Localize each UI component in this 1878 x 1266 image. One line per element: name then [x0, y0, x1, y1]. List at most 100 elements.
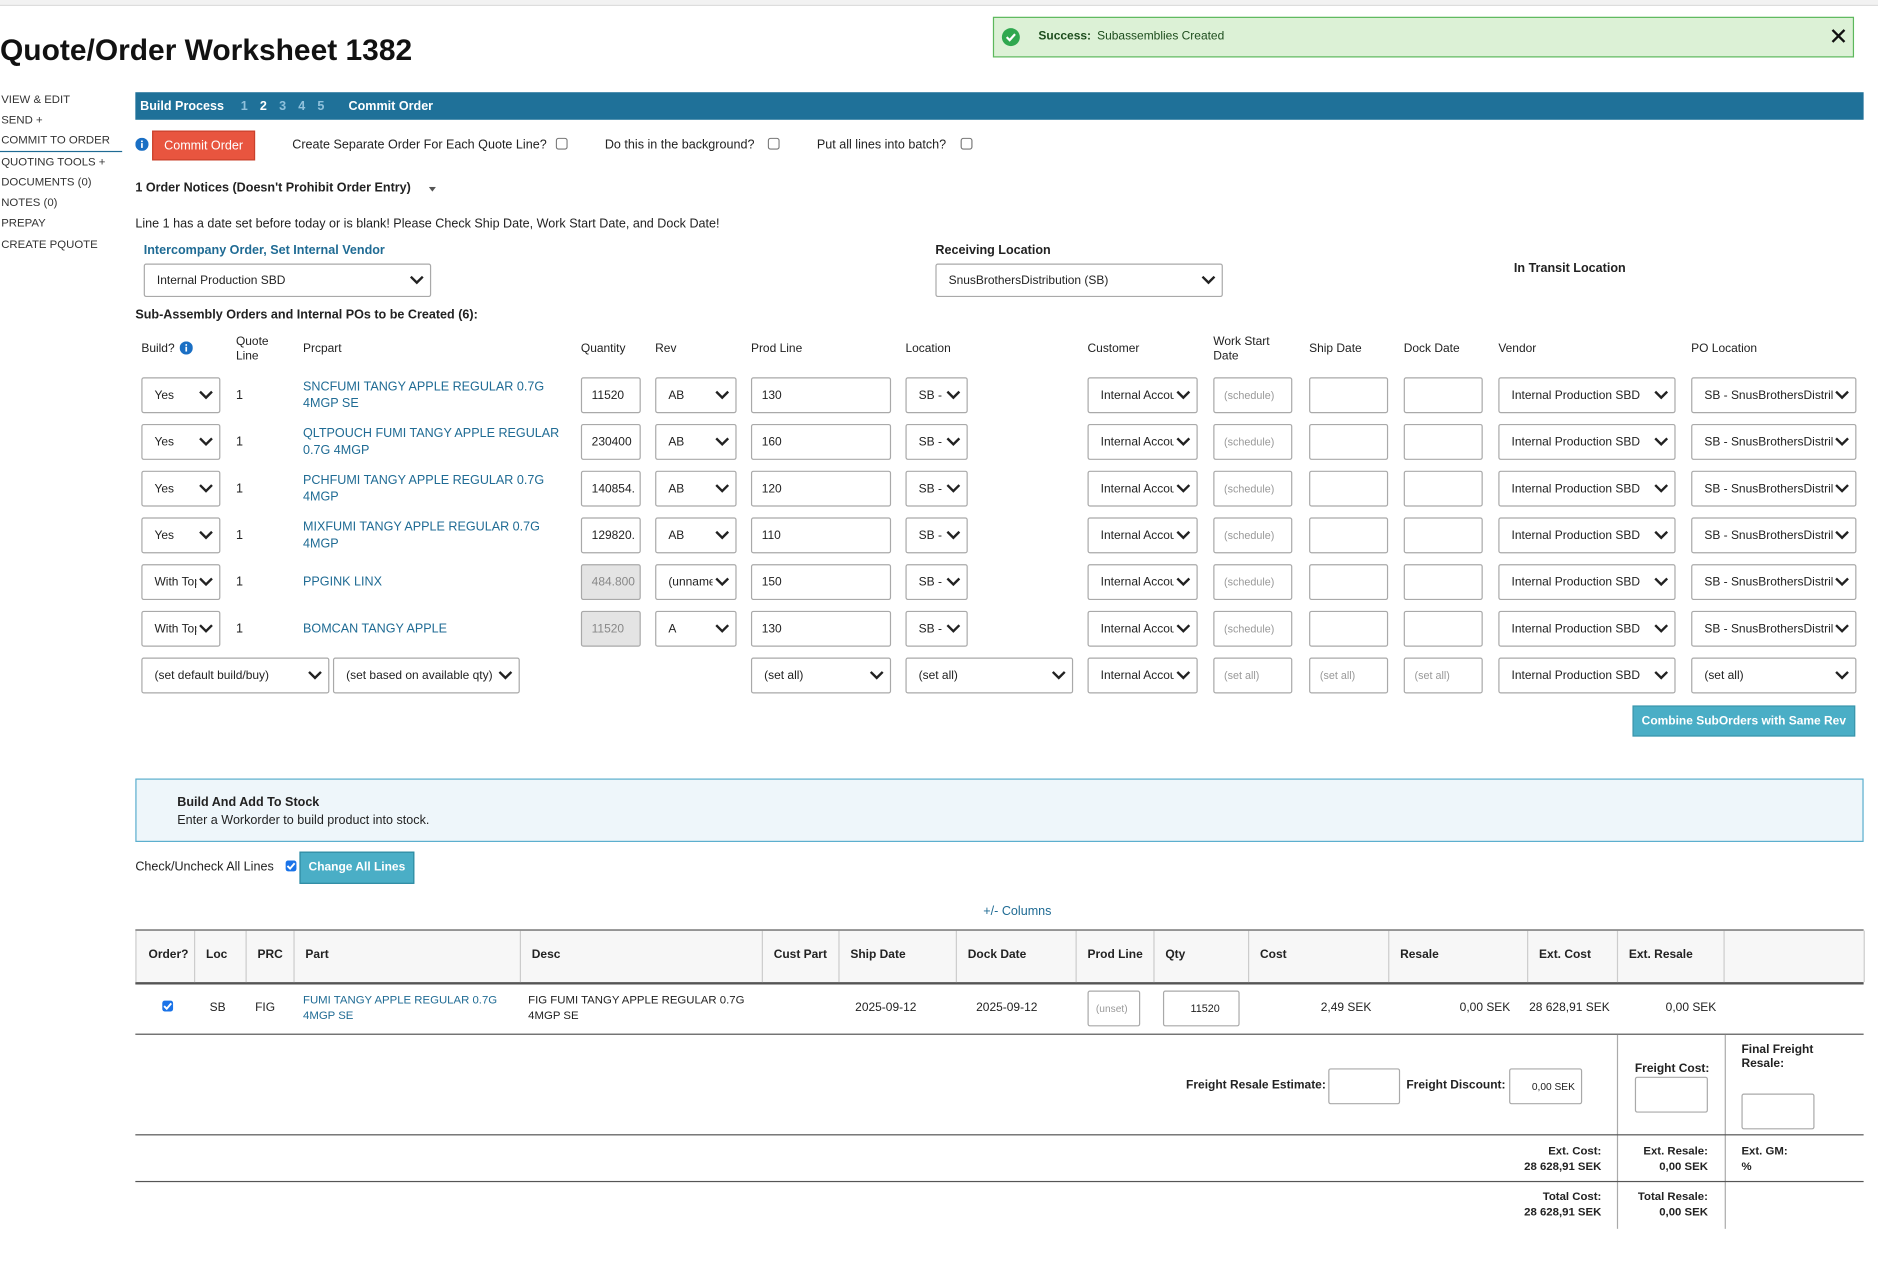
sidebar-link[interactable]: DOCUMENTS (0) [1, 175, 91, 192]
prcpart-link[interactable]: BOMCAN TANGY APPLE [303, 611, 572, 647]
cell-select[interactable]: SB - : [905, 424, 967, 460]
checkbox[interactable] [162, 1000, 174, 1012]
set-all-input[interactable]: (set all) [1213, 658, 1292, 694]
cell-select[interactable]: Internal Accou [1088, 424, 1198, 460]
dock-date-input[interactable] [1404, 424, 1483, 460]
work-start-input[interactable]: (schedule) [1213, 471, 1292, 507]
cell-select[interactable]: Internal Production SBD [1498, 471, 1675, 507]
dock-date-input[interactable] [1404, 611, 1483, 647]
cell-select[interactable]: Internal Production SBD [1498, 377, 1675, 413]
dock-date-input[interactable] [1404, 517, 1483, 553]
cell-input[interactable]: 130 [751, 611, 891, 647]
cell-select[interactable]: SB - SnusBrothersDistrib [1691, 471, 1856, 507]
cell-input[interactable]: 160 [751, 424, 891, 460]
cell-select[interactable]: Yes [141, 517, 220, 553]
work-start-input[interactable]: (schedule) [1213, 564, 1292, 600]
set-all-select[interactable]: (set default build/buy) [141, 658, 329, 694]
change-all-button[interactable]: Change All Lines [299, 852, 414, 884]
ship-date-input[interactable] [1309, 611, 1388, 647]
cell-select[interactable]: With Top [141, 564, 220, 600]
dock-date-input[interactable] [1404, 471, 1483, 507]
cell-select[interactable]: SB - SnusBrothersDistrib [1691, 377, 1856, 413]
sidebar-link[interactable]: VIEW & EDIT [1, 92, 70, 109]
final-freight-input[interactable] [1741, 1094, 1814, 1130]
intercompany-label[interactable]: Intercompany Order, Set Internal Vendor [144, 242, 385, 259]
cell-input[interactable]: 130 [751, 377, 891, 413]
ship-date-input[interactable] [1309, 517, 1388, 553]
cell-select[interactable]: AB [655, 471, 736, 507]
cell-select[interactable]: Yes [141, 471, 220, 507]
checkbox[interactable] [556, 138, 568, 150]
work-start-input[interactable]: (schedule) [1213, 611, 1292, 647]
set-all-input[interactable]: (set all) [1404, 658, 1483, 694]
cell-select[interactable]: AB [655, 424, 736, 460]
process-step[interactable]: 1 [241, 98, 248, 115]
commit-button[interactable]: Commit Order [152, 131, 255, 161]
cell-select[interactable]: Internal Accou [1088, 377, 1198, 413]
cell-input[interactable]: 484.800 [581, 564, 641, 600]
process-step[interactable]: 3 [279, 98, 286, 115]
cell-select[interactable]: SB - : [905, 517, 967, 553]
set-all-select[interactable]: (set all) [905, 658, 1073, 694]
prcpart-link[interactable]: PCHFUMI TANGY APPLE REGULAR 0.7G 4MGP [303, 471, 572, 507]
receiving-select[interactable]: SnusBrothersDistribution (SB) [935, 263, 1222, 297]
cell-input[interactable]: 110 [751, 517, 891, 553]
part-link[interactable]: FUMI TANGY APPLE REGULAR 0.7G 4MGP SE [303, 992, 501, 1026]
prcpart-link[interactable]: SNCFUMI TANGY APPLE REGULAR 0.7G 4MGP SE [303, 377, 572, 413]
cell-select[interactable]: SB - SnusBrothersDistrib [1691, 517, 1856, 553]
cell-select[interactable]: AB [655, 377, 736, 413]
cell-select[interactable]: Internal Production SBD [1498, 611, 1675, 647]
set-all-select[interactable]: Internal Accou [1088, 658, 1198, 694]
dock-date-input[interactable] [1404, 564, 1483, 600]
process-step[interactable]: 2 [260, 98, 267, 115]
set-all-select[interactable]: (set based on available qty) [333, 658, 520, 694]
work-start-input[interactable]: (schedule) [1213, 517, 1292, 553]
work-start-input[interactable]: (schedule) [1213, 424, 1292, 460]
intercompany-select[interactable]: Internal Production SBD [144, 263, 431, 297]
qty-input[interactable]: 11520 [1163, 990, 1240, 1026]
ship-date-input[interactable] [1309, 377, 1388, 413]
cell-select[interactable]: Yes [141, 424, 220, 460]
cell-input[interactable]: 11520 [581, 377, 641, 413]
freight-discount-input[interactable]: 0,00 SEK [1509, 1068, 1582, 1104]
cell-select[interactable]: Internal Accou [1088, 564, 1198, 600]
cell-select[interactable]: Internal Accou [1088, 611, 1198, 647]
cell-select[interactable]: A [655, 611, 736, 647]
prcpart-link[interactable]: PPGINK LINX [303, 564, 572, 600]
ship-date-input[interactable] [1309, 424, 1388, 460]
cell-select[interactable]: Internal Production SBD [1498, 517, 1675, 553]
columns-toggle[interactable]: +/- Columns [983, 903, 1051, 920]
cell-select[interactable]: Internal Production SBD [1498, 424, 1675, 460]
cell-input[interactable]: 150 [751, 564, 891, 600]
checkbox[interactable] [768, 138, 780, 150]
prcpart-link[interactable]: MIXFUMI TANGY APPLE REGULAR 0.7G 4MGP [303, 517, 572, 553]
set-all-select[interactable]: Internal Production SBD [1498, 658, 1675, 694]
cell-select[interactable]: SB - SnusBrothersDistrib [1691, 611, 1856, 647]
ship-date-input[interactable] [1309, 564, 1388, 600]
sidebar-link[interactable]: SEND + [1, 113, 42, 130]
cell-select[interactable]: Yes [141, 377, 220, 413]
checkbox[interactable] [961, 138, 973, 150]
dock-date-input[interactable] [1404, 377, 1483, 413]
sidebar-link[interactable]: NOTES (0) [1, 195, 57, 212]
cell-select[interactable]: SB - SnusBrothersDistrib [1691, 564, 1856, 600]
cell-select[interactable]: SB - : [905, 611, 967, 647]
cell-select[interactable]: SB - : [905, 377, 967, 413]
cell-input[interactable]: 129820. [581, 517, 641, 553]
sidebar-link[interactable]: PREPAY [1, 216, 45, 233]
ship-date-input[interactable] [1309, 471, 1388, 507]
cell-select[interactable]: Internal Accou [1088, 517, 1198, 553]
process-step[interactable]: 5 [317, 98, 324, 115]
process-commit[interactable]: Commit Order [349, 98, 434, 115]
cell-select[interactable]: SB - SnusBrothersDistrib [1691, 424, 1856, 460]
cell-select[interactable]: Internal Accou [1088, 471, 1198, 507]
cell-select[interactable]: (unname [655, 564, 736, 600]
toast-close[interactable] [1830, 28, 1847, 45]
cell-select[interactable]: SB - : [905, 564, 967, 600]
cell-input[interactable]: 230400 [581, 424, 641, 460]
sidebar-link[interactable]: QUOTING TOOLS + [1, 155, 105, 172]
set-all-select[interactable]: (set all) [751, 658, 891, 694]
sidebar-link[interactable]: CREATE PQUOTE [1, 237, 98, 254]
work-start-input[interactable]: (schedule) [1213, 377, 1292, 413]
set-all-select[interactable]: (set all) [1691, 658, 1856, 694]
